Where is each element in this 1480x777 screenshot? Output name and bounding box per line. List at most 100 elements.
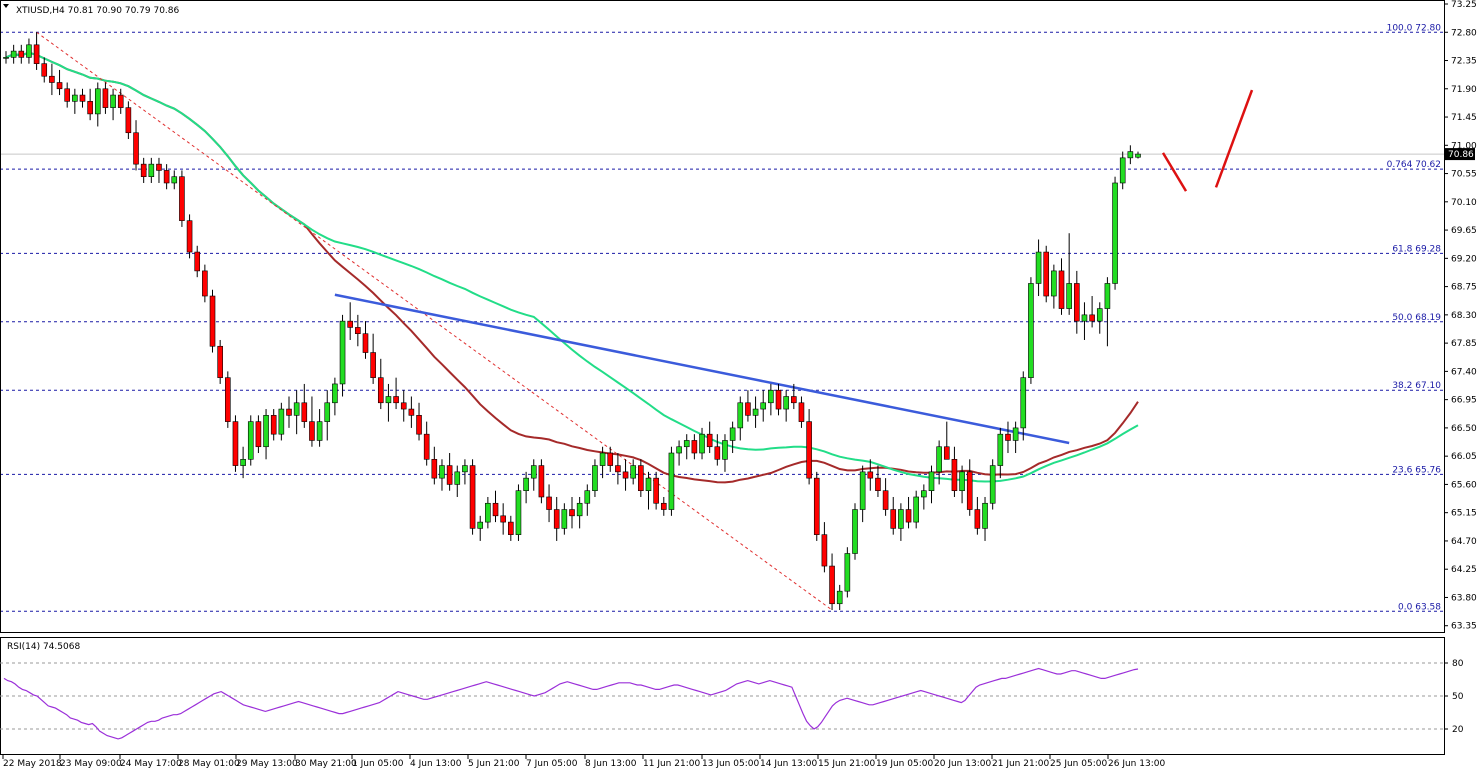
price-tick-label: 71.45: [1451, 113, 1477, 123]
bullish-candle: [783, 396, 789, 410]
bullish-candle: [454, 471, 461, 485]
rsi-label: RSI(14) 74.5068: [7, 642, 80, 652]
fib-level-label: 38.2 67.10: [1392, 381, 1441, 391]
time-tick-label: 25 Jun 05:00: [1050, 759, 1107, 769]
bullish-candle: [913, 496, 919, 523]
time-tick-label: 15 Jun 21:00: [818, 759, 875, 769]
rsi-tick-label: 80: [1452, 659, 1464, 669]
bearish-candle: [270, 415, 277, 435]
time-tick-label: 1 Jun 05:00: [352, 759, 404, 769]
price-tick-label: 72.35: [1451, 57, 1477, 67]
bearish-candle: [232, 421, 239, 466]
bullish-candle: [293, 402, 300, 416]
bullish-candle: [584, 490, 591, 504]
bearish-candle: [49, 75, 55, 83]
bullish-candle: [989, 465, 996, 504]
price-tick-label: 69.65: [1451, 226, 1477, 236]
time-tick-label: 13 Jun 05:00: [702, 759, 759, 769]
bearish-candle: [33, 44, 40, 64]
time-tick-label: 26 Jun 13:00: [1108, 759, 1165, 769]
bullish-candle: [1020, 377, 1027, 429]
bearish-candle: [469, 465, 476, 529]
bullish-candle: [530, 465, 537, 479]
bearish-candle: [706, 433, 713, 448]
bearish-candle: [140, 163, 147, 177]
bearish-candle: [225, 377, 231, 422]
fib-level-label: 100.0 72.80: [1387, 23, 1442, 33]
time-tick-label: 22 May 2018: [3, 759, 62, 769]
price-tick-label: 69.20: [1451, 254, 1477, 264]
bearish-candle: [355, 327, 361, 335]
moving-averages: [5, 51, 1139, 484]
bullish-candle: [844, 553, 851, 592]
bullish-candle: [722, 440, 728, 460]
bullish-candle: [836, 590, 843, 605]
bearish-candle: [615, 465, 621, 473]
bearish-candle: [813, 477, 820, 535]
bearish-candle: [423, 433, 430, 460]
bullish-candle: [3, 57, 9, 59]
bullish-candle: [316, 421, 323, 441]
bullish-candle: [385, 396, 392, 404]
bearish-candle: [117, 94, 124, 108]
candlesticks: [3, 32, 1141, 611]
bearish-candle: [186, 220, 193, 253]
bullish-candle: [737, 402, 744, 429]
bearish-candle: [393, 396, 399, 404]
price-tick-label: 65.15: [1451, 509, 1477, 519]
bullish-candle: [247, 421, 254, 460]
bearish-candle: [202, 270, 208, 297]
bearish-candle: [943, 446, 950, 460]
bullish-candle: [859, 471, 866, 510]
bearish-candle: [286, 408, 292, 416]
bearish-candle: [569, 509, 575, 517]
descending-trendline: [334, 293, 1070, 445]
bullish-candle: [1081, 314, 1088, 322]
time-tick-label: 8 Jun 13:00: [585, 759, 637, 769]
bullish-candle: [1135, 153, 1141, 158]
bullish-candle: [523, 477, 529, 492]
bullish-candle: [240, 458, 246, 466]
bearish-candle: [416, 415, 422, 435]
fib-level-label: 61.8 69.28: [1392, 244, 1441, 254]
time-tick-label: 23 May 09:00: [60, 759, 122, 769]
time-tick-label: 14 Jun 13:00: [760, 759, 817, 769]
bearish-candle: [745, 402, 751, 416]
trendlines[interactable]: [36, 31, 1254, 611]
bearish-candle: [500, 515, 506, 523]
price-tick-label: 71.00: [1451, 141, 1477, 151]
bullish-candle: [515, 490, 522, 535]
bullish-candle: [592, 465, 598, 491]
price-tick-label: 68.30: [1451, 311, 1477, 321]
main-frame: [0, 0, 1445, 633]
bullish-candle: [148, 163, 155, 177]
bearish-candle: [87, 101, 93, 115]
bearish-candle: [607, 452, 614, 466]
bullish-candle: [1066, 283, 1072, 309]
bearish-candle: [653, 477, 659, 504]
bullish-candle: [729, 427, 736, 441]
bearish-candle: [102, 88, 109, 108]
price-tick-label: 66.50: [1451, 424, 1477, 434]
fib-level-label: 50.0 68.19: [1392, 313, 1441, 323]
rsi-tick-label: 50: [1452, 692, 1464, 702]
bullish-candle: [439, 465, 445, 479]
bearish-candle: [714, 446, 721, 460]
projection-up-arrow: [1214, 89, 1254, 188]
bullish-candle: [576, 502, 583, 517]
symbol-dropdown-icon[interactable]: [3, 4, 9, 8]
bearish-candle: [1005, 433, 1011, 441]
bearish-candle: [691, 440, 698, 454]
time-tick-label: 29 May 13:00: [236, 759, 298, 769]
current-price-label: 70.86: [1448, 150, 1474, 160]
bullish-candle: [997, 433, 1004, 466]
bearish-candle: [362, 333, 369, 353]
moving-average-200: [5, 51, 1139, 483]
fib-level-label: 23.6 65.76: [1392, 465, 1441, 475]
bearish-candle: [538, 465, 545, 498]
price-tick-label: 72.80: [1451, 28, 1477, 38]
bearish-candle: [508, 521, 514, 535]
